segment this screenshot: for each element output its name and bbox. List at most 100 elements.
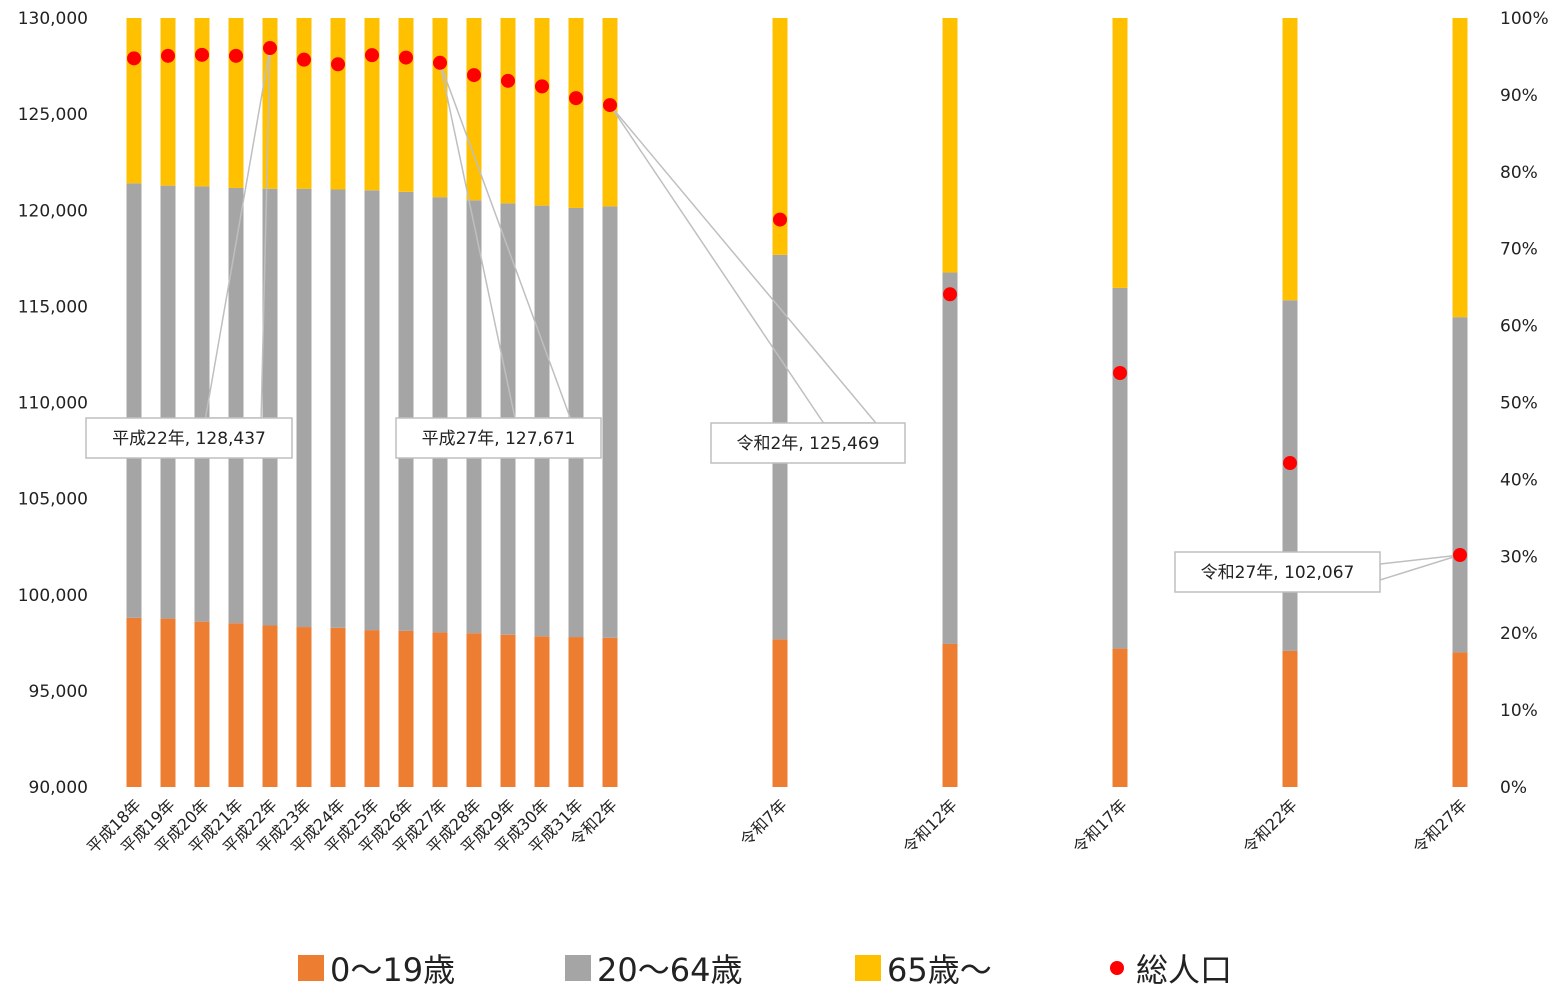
bar-segment: [330, 189, 346, 628]
legend-marker-red: [1110, 961, 1124, 975]
left-axis-tick-label: 95,000: [29, 682, 88, 702]
legend-label: 0〜19歳: [330, 951, 456, 989]
bar-segment: [602, 206, 618, 638]
total-population-point: [773, 212, 787, 227]
right-axis-tick-label: 70%: [1500, 240, 1538, 260]
callout-box: [710, 422, 906, 464]
total-population-point: [195, 47, 209, 62]
bar-segment: [1282, 650, 1298, 787]
left-axis-tick-label: 130,000: [18, 9, 88, 29]
legend-item-total: 総人口: [1110, 945, 1232, 991]
bar-segment: [772, 639, 788, 787]
bars-layer: [126, 18, 1468, 787]
right-axis-tick-label: 50%: [1500, 394, 1538, 414]
bar-segment: [126, 18, 142, 184]
bar-segment: [126, 617, 142, 787]
bar-segment: [432, 18, 448, 198]
right-axis-tick-label: 40%: [1500, 470, 1538, 490]
bar-segment: [398, 191, 414, 631]
bar-segment: [228, 187, 244, 624]
bar-segment: [568, 637, 584, 787]
total-population-point: [161, 48, 175, 63]
bar-segment: [602, 637, 618, 787]
total-population-point: [501, 73, 515, 88]
bar-segment: [1282, 18, 1298, 301]
bar-segment: [942, 272, 958, 644]
bar-segment: [228, 623, 244, 787]
right-axis-tick-label: 30%: [1500, 547, 1538, 567]
total-population-point: [603, 98, 617, 113]
total-population-point: [297, 52, 311, 67]
legend-item-65: 65歳〜: [855, 945, 992, 991]
bar-segment: [364, 18, 380, 191]
bar-segment: [160, 18, 176, 186]
bar-segment: [1112, 287, 1128, 649]
bar-segment: [398, 630, 414, 787]
legend-swatch-orange: [298, 955, 324, 981]
bar-segment: [160, 185, 176, 619]
bar-segment: [262, 188, 278, 626]
left-axis: 90,000 95,000 100,000 105,000 110,000 115,000…: [18, 9, 88, 798]
total-population-point: [535, 79, 549, 94]
callout-leader: [1379, 554, 1461, 582]
bar-segment: [500, 634, 516, 787]
left-axis-tick-label: 105,000: [18, 490, 88, 510]
right-axis-tick-label: 0%: [1500, 778, 1527, 798]
total-population-point: [399, 50, 413, 65]
bar-segment: [1282, 300, 1298, 651]
bar-segment: [160, 618, 176, 787]
right-axis-tick-label: 90%: [1500, 86, 1538, 106]
total-population-point: [331, 57, 345, 72]
bar-segment: [330, 627, 346, 787]
category-label: 令和27年: [1409, 795, 1471, 857]
bar-segment: [296, 627, 312, 787]
legend-item-20-64: 20〜64歳: [565, 945, 742, 991]
points-layer: [127, 41, 1467, 563]
bar-segment: [398, 18, 414, 192]
bar-segment: [500, 18, 516, 204]
legend-swatch-yellow: [855, 955, 881, 981]
total-population-point: [569, 91, 583, 106]
bar-segment: [262, 625, 278, 787]
total-population-point: [127, 51, 141, 66]
bar-segment: [466, 633, 482, 787]
total-population-point: [433, 55, 447, 70]
bar-segment: [1452, 652, 1468, 787]
total-population-point: [365, 48, 379, 63]
bar-segment: [1452, 18, 1468, 318]
bar-segment: [466, 18, 482, 201]
chart-area: 平成22年, 128,437 平成27年, 127,671 令和2年, 125,46…: [18, 9, 1549, 857]
bar-segment: [432, 197, 448, 633]
bar-segment: [194, 18, 210, 187]
callout-box: [1174, 551, 1381, 593]
bar-segment: [1112, 18, 1128, 288]
total-population-point: [263, 41, 277, 56]
bar-segment: [1112, 648, 1128, 787]
left-axis-tick-label: 90,000: [29, 778, 88, 798]
total-population-point: [1453, 548, 1467, 563]
bar-segment: [228, 18, 244, 188]
left-axis-tick-label: 120,000: [18, 201, 88, 221]
bar-segment: [602, 18, 618, 207]
total-population-point: [229, 48, 243, 63]
callout-label: 平成27年, 127,671: [422, 429, 576, 449]
bar-segment: [534, 636, 550, 787]
bar-segment: [772, 18, 788, 255]
total-population-point: [943, 287, 957, 302]
right-axis-tick-label: 20%: [1500, 624, 1538, 644]
bar-segment: [126, 183, 142, 618]
category-label: 令和12年: [899, 795, 961, 857]
callout-label: 令和2年, 125,469: [737, 434, 880, 454]
legend-item-0-19: 0〜19歳: [298, 945, 455, 991]
callout-label: 平成22年, 128,437: [112, 429, 266, 449]
bar-segment: [466, 200, 482, 634]
bar-segment: [194, 186, 210, 622]
bar-segment: [262, 18, 278, 189]
right-axis-tick-label: 10%: [1500, 701, 1538, 721]
bar-segment: [296, 18, 312, 189]
category-label: 令和7年: [736, 795, 791, 850]
left-axis-tick-label: 100,000: [18, 586, 88, 606]
bar-segment: [296, 188, 312, 628]
callout-box: [85, 417, 293, 459]
bar-segment: [534, 18, 550, 206]
